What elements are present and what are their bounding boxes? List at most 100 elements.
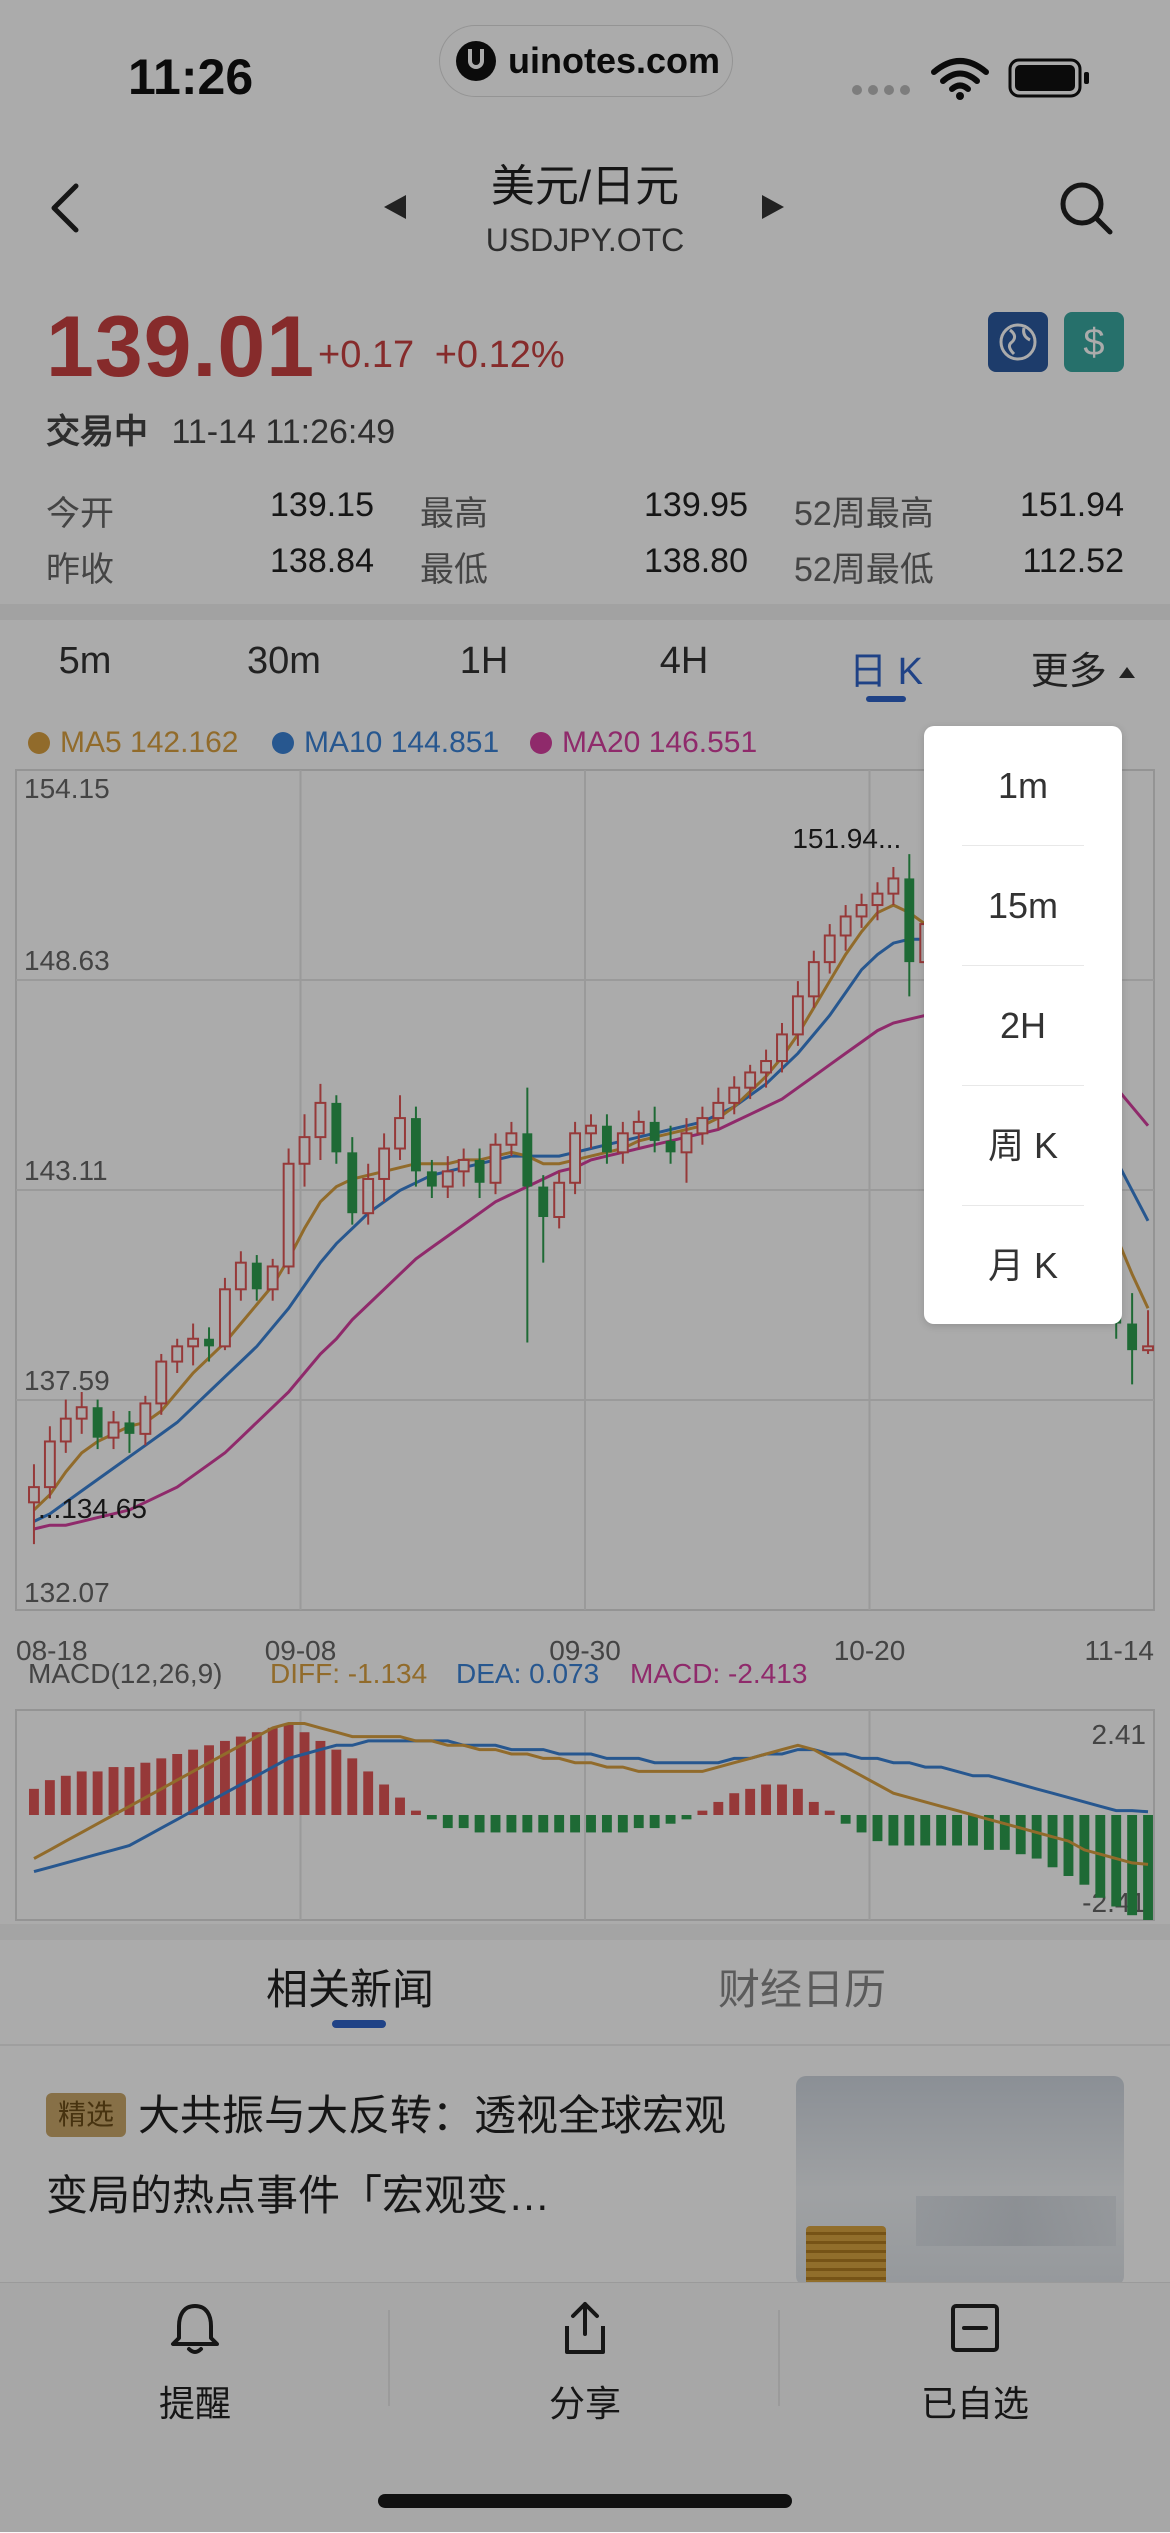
candle-up — [807, 961, 820, 998]
news-tab-indicator — [332, 2020, 386, 2028]
macd-bar-positive — [347, 1758, 358, 1815]
menu-item-monthly-k[interactable]: 月 K — [987, 1245, 1058, 1286]
tab-4h[interactable]: 4H — [659, 640, 709, 682]
candle-down — [474, 1159, 485, 1183]
candle-up — [871, 892, 884, 907]
watchlist-button[interactable]: 已自选 — [780, 2300, 1170, 2427]
candle-down — [649, 1121, 660, 1141]
watchlist-label: 已自选 — [920, 2383, 1029, 2424]
ma5-legend: MA5 142.162 — [28, 726, 238, 760]
macd-bar-negative — [633, 1815, 644, 1829]
thumbnail-skyline — [916, 2196, 1116, 2246]
candle-up — [75, 1406, 88, 1420]
macd-bar-negative — [872, 1815, 883, 1842]
current-price: 139.01 — [46, 299, 316, 395]
tab-economic-calendar[interactable]: 财经日历 — [718, 1966, 887, 2013]
macd-bar-negative — [570, 1815, 581, 1833]
macd-bar-positive — [283, 1723, 294, 1815]
more-periods-menu: 1m 15m 2H 周 K 月 K — [924, 726, 1122, 1324]
macd-bar-negative — [920, 1815, 931, 1846]
menu-item-1m[interactable]: 1m — [997, 765, 1048, 806]
candle-up — [585, 1124, 597, 1135]
dollar-icon[interactable]: $ — [1064, 312, 1124, 372]
candle-up — [1142, 1345, 1154, 1352]
macd-bar-negative — [1111, 1815, 1122, 1907]
candle-down — [904, 878, 915, 963]
macd-bar-negative — [968, 1815, 978, 1846]
menu-item-2h[interactable]: 2H — [999, 1005, 1047, 1046]
candle-up — [107, 1421, 120, 1439]
macd-bar-negative — [474, 1815, 485, 1833]
candle-down — [601, 1125, 612, 1153]
macd-bar-positive — [156, 1758, 167, 1815]
candle-up — [187, 1337, 200, 1348]
tab-1h[interactable]: 1H — [459, 640, 509, 682]
macd-bar-positive — [76, 1771, 87, 1815]
candle-up — [171, 1345, 184, 1363]
search-icon[interactable] — [1058, 180, 1114, 236]
candle-up — [457, 1158, 470, 1173]
news-thumbnail[interactable] — [796, 2076, 1124, 2286]
stat-value-prev-close: 138.84 — [270, 542, 374, 580]
caret-up-icon — [1119, 667, 1136, 678]
prev-instrument-icon[interactable] — [380, 192, 410, 222]
wifi-icon — [931, 58, 989, 100]
candle-up — [791, 995, 804, 1036]
candle-up — [282, 1162, 295, 1268]
globe-icon[interactable] — [988, 312, 1048, 372]
macd-bar-negative — [538, 1815, 549, 1833]
candle-down — [665, 1140, 676, 1153]
status-time: 11:26 — [128, 49, 254, 105]
macd-bar-positive — [299, 1732, 310, 1815]
candle-up — [43, 1440, 56, 1489]
macd-bar-negative — [856, 1815, 867, 1833]
macd-bar-negative — [1031, 1815, 1042, 1859]
macd-bar-negative — [1015, 1815, 1026, 1855]
high-annotation: 151.94... — [792, 823, 901, 854]
candle-up — [553, 1181, 566, 1219]
macd-title: MACD(12,26,9) — [28, 1658, 223, 1689]
macd-bar-negative — [1127, 1815, 1138, 1916]
alert-button[interactable]: 提醒 — [0, 2300, 390, 2427]
battery-icon — [1008, 58, 1089, 98]
candle-down — [522, 1133, 533, 1187]
back-icon[interactable] — [46, 180, 86, 236]
macd-bar-negative — [936, 1815, 947, 1846]
share-icon — [565, 2302, 605, 2354]
signal-icon — [852, 82, 910, 100]
price-change: +0.17 +0.12% — [318, 334, 565, 377]
candle-down — [331, 1102, 342, 1153]
news-item-title[interactable]: 精选 大共振与大反转：透视全球宏观变局的热点事件「宏观变… — [46, 2076, 746, 2236]
candle-up — [616, 1132, 629, 1154]
tab-5m[interactable]: 5m — [58, 640, 112, 682]
stat-label-open: 今开 — [46, 495, 114, 533]
macd-legend-1: DEA: 0.073 — [456, 1658, 599, 1689]
macd-bar-negative — [999, 1815, 1010, 1850]
macd-bar-positive — [267, 1727, 278, 1815]
macd-bar-negative — [506, 1815, 517, 1833]
x-tick-label: 10-20 — [834, 1635, 906, 1666]
tab-daily-k[interactable]: 日 K — [849, 651, 923, 693]
macd-legend-2: MACD: -2.413 — [630, 1658, 807, 1689]
candle-down — [426, 1171, 437, 1187]
macd-bar-positive — [363, 1771, 374, 1815]
share-button[interactable]: 分享 — [390, 2300, 780, 2427]
ma20-legend: MA20 146.551 — [530, 726, 757, 760]
macd-bar-negative — [983, 1815, 994, 1850]
section-divider — [0, 604, 1170, 620]
next-instrument-icon[interactable] — [758, 192, 788, 222]
tab-more[interactable]: 更多 — [1022, 640, 1146, 695]
x-tick-label: 09-30 — [549, 1635, 621, 1666]
stat-value-high: 139.95 — [644, 486, 748, 524]
bell-icon — [171, 2304, 219, 2354]
menu-item-weekly-k[interactable]: 周 K — [987, 1125, 1058, 1166]
menu-separator — [962, 1205, 1084, 1206]
menu-item-15m[interactable]: 15m — [987, 885, 1059, 926]
tab-30m[interactable]: 30m — [247, 640, 321, 682]
macd-bar-negative — [601, 1815, 612, 1833]
macd-bar-positive — [172, 1754, 183, 1815]
macd-bar-positive — [220, 1740, 230, 1815]
dea-line — [33, 1739, 1149, 1874]
candle-up — [712, 1101, 725, 1120]
tab-related-news[interactable]: 相关新闻 — [266, 1966, 435, 2013]
